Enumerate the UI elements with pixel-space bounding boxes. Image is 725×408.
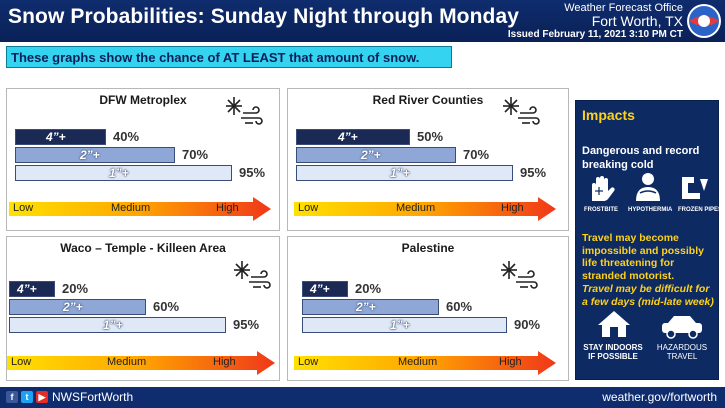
facebook-icon[interactable]: f xyxy=(6,391,18,403)
snow-wind-icon xyxy=(234,261,271,289)
likelihood-scale-arrow: Low Medium High xyxy=(7,351,275,375)
frostbite-icon xyxy=(592,176,615,202)
issued-time: Issued February 11, 2021 3:10 PM CT xyxy=(507,29,683,41)
frostbite-caption: FROSTBITE xyxy=(584,207,618,213)
panel-palestine: Palestine 4”+ 20% 2”+ 60% 1”+ 90% Low Me… xyxy=(287,236,569,381)
panel-waco-temple-killeen: Waco – Temple - Killeen Area 4”+ 20% 2”+… xyxy=(6,236,280,381)
scale-high: High xyxy=(216,202,239,214)
bar-1in: 1”+ 95% xyxy=(296,165,546,181)
youtube-icon[interactable]: ▶ xyxy=(36,391,48,403)
bar-1in: 1”+ 95% xyxy=(9,317,259,333)
bar-label: 1”+ xyxy=(390,318,410,332)
frozen-pipes-caption: FROZEN PIPES xyxy=(678,207,723,213)
bar-label: 2”+ xyxy=(63,300,83,314)
scale-high: High xyxy=(213,356,236,368)
bar-label: 4”+ xyxy=(338,130,358,144)
bar-percent: 95% xyxy=(233,317,260,332)
footer-bar: f t ▶ NWSFortWorth weather.gov/fortworth xyxy=(0,387,725,408)
bar-percent: 60% xyxy=(446,299,473,314)
bar-percent: 20% xyxy=(62,281,89,296)
office-location: Fort Worth, TX xyxy=(591,13,683,30)
hazardous-car-icon xyxy=(662,316,702,339)
bar-2in: 2”+ 60% xyxy=(9,299,179,315)
scale-medium: Medium xyxy=(398,356,438,368)
bar-4in: 4”+ 20% xyxy=(302,281,381,297)
bar-2in: 2”+ 70% xyxy=(296,147,489,163)
scale-low: Low xyxy=(298,356,319,368)
stay-indoors-label: STAY INDOORS IF POSSIBLE xyxy=(583,343,643,362)
bar-label: 4”+ xyxy=(310,282,330,296)
bar-4in: 4”+ 20% xyxy=(9,281,88,297)
bar-2in: 2”+ 70% xyxy=(15,147,208,163)
panel-title: DFW Metroplex xyxy=(99,93,187,107)
bar-2in: 2”+ 60% xyxy=(302,299,472,315)
bar-percent: 40% xyxy=(113,129,140,144)
panel-red-river-counties: Red River Counties 4”+ 50% 2”+ 70% 1”+ 9… xyxy=(287,88,569,231)
snow-wind-icon xyxy=(501,261,538,289)
bar-percent: 90% xyxy=(514,317,541,332)
header-bar: Snow Probabilities: Sunday Night through… xyxy=(0,0,725,42)
impacts-panel: Impacts Dangerous and record breaking co… xyxy=(575,100,723,380)
social-handle[interactable]: NWSFortWorth xyxy=(52,390,134,404)
bar-percent: 95% xyxy=(239,165,266,180)
bar-label: 1”+ xyxy=(109,166,129,180)
travel-duration: Travel may be difficult for a few days (… xyxy=(582,283,714,308)
scale-high: High xyxy=(499,356,522,368)
hazardous-travel-label: HAZARDOUS TRAVEL xyxy=(656,343,708,362)
panel-title: Waco – Temple - Killeen Area xyxy=(60,241,226,255)
page-title: Snow Probabilities: Sunday Night through… xyxy=(8,5,520,28)
impacts-headline: Dangerous and record breaking cold xyxy=(582,145,700,171)
panel-title: Red River Counties xyxy=(372,93,484,107)
bar-4in: 4”+ 50% xyxy=(296,129,443,145)
likelihood-scale-arrow: Low Medium High xyxy=(9,197,271,221)
scale-medium: Medium xyxy=(396,202,436,214)
bar-percent: 20% xyxy=(355,281,382,296)
office-info: Weather Forecast Office Fort Worth, TX I… xyxy=(508,2,683,40)
bar-percent: 95% xyxy=(520,165,547,180)
bar-percent: 70% xyxy=(463,147,490,162)
panel-dfw-metroplex: DFW Metroplex 4”+ 40% 2”+ 70% 1”+ 95% Lo… xyxy=(6,88,280,231)
panel-title: Palestine xyxy=(401,241,455,255)
scale-high: High xyxy=(501,202,524,214)
hypothermia-icon xyxy=(636,173,660,201)
scale-medium: Medium xyxy=(107,356,147,368)
bar-percent: 70% xyxy=(182,147,209,162)
scale-low: Low xyxy=(298,202,319,214)
explanation-banner: These graphs show the chance of AT LEAST… xyxy=(6,46,452,68)
bar-1in: 1”+ 95% xyxy=(15,165,265,181)
bar-1in: 1”+ 90% xyxy=(302,317,540,333)
travel-warning: Travel may become impossible and possibl… xyxy=(582,232,704,282)
bar-label: 4”+ xyxy=(17,282,37,296)
house-icon xyxy=(598,311,630,337)
snow-wind-icon xyxy=(226,97,263,125)
snow-wind-icon xyxy=(503,97,540,125)
bar-label: 2”+ xyxy=(80,148,100,162)
bar-label: 1”+ xyxy=(103,318,123,332)
website-link[interactable]: weather.gov/fortworth xyxy=(602,390,717,404)
office-name: Weather Forecast Office xyxy=(564,2,683,14)
twitter-icon[interactable]: t xyxy=(21,391,33,403)
bar-4in: 4”+ 40% xyxy=(15,129,139,145)
likelihood-scale-arrow: Low Medium High xyxy=(294,197,556,221)
scale-medium: Medium xyxy=(111,202,151,214)
frozen-pipes-icon xyxy=(682,177,708,199)
impacts-title: Impacts xyxy=(582,107,635,123)
bar-percent: 60% xyxy=(153,299,180,314)
likelihood-scale-arrow: Low Medium High xyxy=(294,351,556,375)
hypothermia-caption: HYPOTHERMIA xyxy=(628,207,673,213)
bar-label: 1”+ xyxy=(390,166,410,180)
scale-low: Low xyxy=(13,202,34,214)
bar-label: 2”+ xyxy=(361,148,381,162)
nws-logo-icon xyxy=(687,4,721,38)
bar-label: 2”+ xyxy=(356,300,376,314)
scale-low: Low xyxy=(11,356,32,368)
bar-percent: 50% xyxy=(417,129,444,144)
bar-label: 4”+ xyxy=(46,130,66,144)
